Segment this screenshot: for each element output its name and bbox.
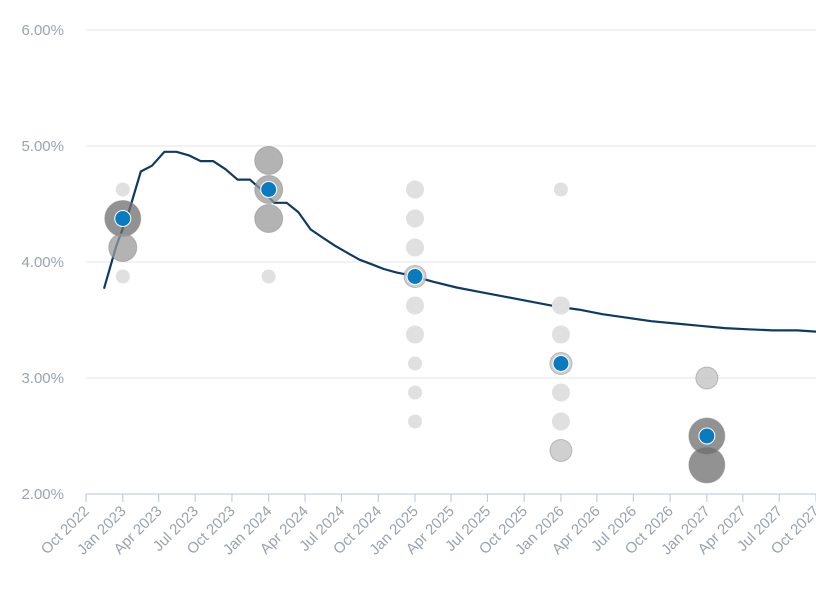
projection-dot bbox=[115, 269, 130, 284]
median-dots bbox=[114, 181, 716, 445]
y-tick-label: 3.00% bbox=[21, 370, 64, 387]
projection-dot bbox=[261, 269, 276, 284]
projection-dot bbox=[108, 233, 138, 262]
projection-dot bbox=[406, 209, 425, 228]
median-dot bbox=[698, 427, 716, 445]
y-tick-label: 6.00% bbox=[21, 22, 64, 39]
median-dot bbox=[406, 268, 424, 285]
projection-dot bbox=[695, 366, 719, 390]
projection-dot bbox=[688, 446, 726, 484]
y-tick-label: 4.00% bbox=[21, 254, 64, 271]
projection-dot bbox=[408, 356, 423, 371]
y-tick-label: 2.00% bbox=[21, 486, 64, 503]
median-dot bbox=[114, 210, 132, 227]
gridlines bbox=[86, 29, 816, 379]
projection-dot bbox=[406, 180, 425, 199]
projection-dot bbox=[551, 296, 570, 315]
projection-dots bbox=[104, 146, 726, 484]
y-tick-label: 5.00% bbox=[21, 138, 64, 155]
median-dot bbox=[260, 181, 278, 198]
projection-dot bbox=[553, 182, 568, 197]
projection-dot bbox=[551, 325, 570, 344]
projection-dot bbox=[254, 146, 284, 175]
x-axis bbox=[85, 493, 816, 502]
median-dot bbox=[552, 355, 570, 372]
projection-dot bbox=[408, 414, 423, 429]
projection-dot bbox=[406, 325, 425, 344]
projection-dot bbox=[551, 412, 570, 431]
projection-dot bbox=[551, 383, 570, 402]
projection-dot bbox=[115, 182, 130, 197]
rate-line bbox=[102, 150, 816, 333]
projection-dot bbox=[549, 439, 573, 462]
projection-dot bbox=[254, 204, 284, 233]
projection-dot bbox=[408, 385, 423, 400]
rate-line-layer bbox=[102, 150, 816, 333]
y-axis-tick-labels: 2.00% 3.00% 4.00% 5.00% 6.00% bbox=[21, 22, 64, 503]
projection-dot bbox=[406, 238, 425, 257]
projection-dot bbox=[406, 296, 425, 315]
